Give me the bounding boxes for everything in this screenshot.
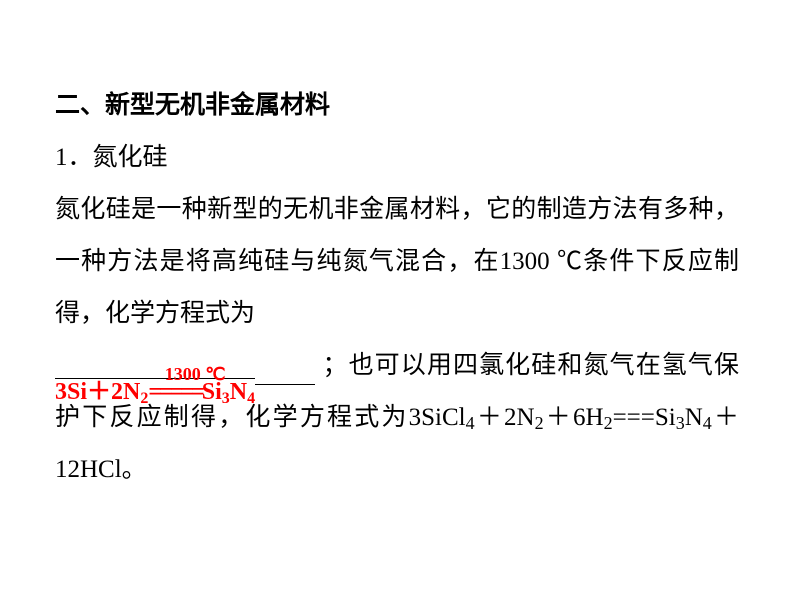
equation-1: 1300 ℃ 3Si＋2N2=====Si3N4 xyxy=(55,365,255,407)
eq1-lhs-a: 3Si xyxy=(55,379,87,405)
eq1-rhs-a: Si xyxy=(202,379,222,405)
section-heading: 二、新型无机非金属材料 xyxy=(55,80,739,132)
item-title: 氮化硅 xyxy=(93,144,168,171)
eq1-bond: ===== xyxy=(148,379,201,405)
eq1-rhs-b-sub: 4 xyxy=(247,390,255,407)
eq1-lhs-b: 2N xyxy=(111,379,140,405)
item-line: 1．氮化硅 xyxy=(55,132,739,184)
eq2-s2: 2 xyxy=(535,413,544,433)
eq2-s4: 3 xyxy=(676,413,685,433)
blank-underline: 1300 ℃ 3Si＋2N2=====Si3N4 xyxy=(55,352,255,379)
eq2-t3: ＋6H xyxy=(544,404,604,431)
eq1-plus: ＋ xyxy=(87,379,111,405)
body-paragraph: 氮化硅是一种新型的无机非金属材料，它的制造方法有多种，一种方法是将高纯硅与纯氮气… xyxy=(55,184,739,496)
eq2-s1: 4 xyxy=(466,413,475,433)
para-text-a: 氮化硅是一种新型的无机非金属材料，它的制造方法有多种，一种方法是将高纯硅与纯氮气… xyxy=(55,196,739,327)
eq1-rhs-b: N xyxy=(230,379,247,405)
equation-body: 3Si＋2N2=====Si3N4 xyxy=(55,380,255,407)
eq2-t1: 3SiCl xyxy=(409,404,466,431)
document-page: 二、新型无机非金属材料 1．氮化硅 氮化硅是一种新型的无机非金属材料，它的制造方… xyxy=(0,0,794,596)
eq2-s5: 4 xyxy=(703,413,712,433)
eq2-t4: ===Si xyxy=(613,404,676,431)
eq2-s3: 2 xyxy=(604,413,613,433)
eq1-rhs-a-sub: 3 xyxy=(222,390,230,407)
eq2-t5: N xyxy=(685,404,703,431)
eq2-t2: ＋2N xyxy=(475,404,535,431)
item-number: 1． xyxy=(55,144,93,171)
